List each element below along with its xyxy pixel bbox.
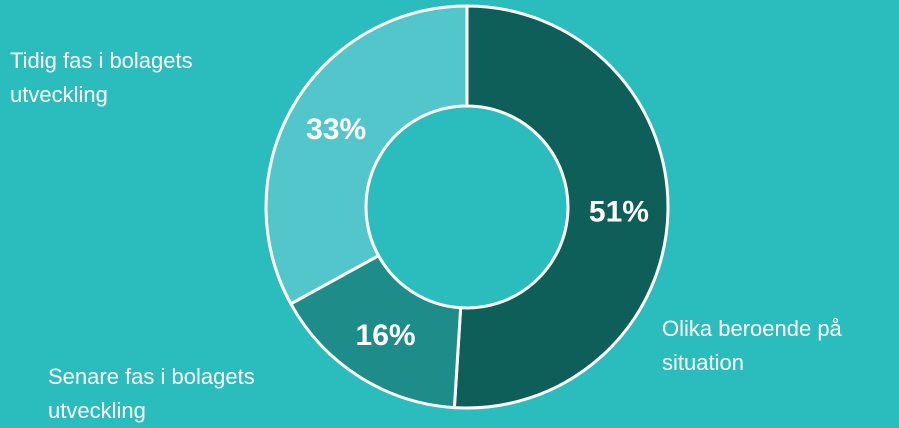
category-label-line: Olika beroende på [662, 316, 842, 341]
donut-slice-tidig-fas [264, 4, 469, 306]
percent-label-tidig-fas: 33% [306, 113, 366, 146]
category-label-line: Tidig fas i bolagets [10, 48, 193, 73]
donut-slices [264, 4, 670, 410]
category-label-line: utveckling [10, 82, 108, 107]
category-label-senare-fas: Senare fas i bolagets utveckling [48, 360, 255, 428]
donut-slice-senare-fas [288, 253, 463, 410]
percent-label-senare-fas: 16% [356, 319, 416, 352]
donut-slice-olika [452, 4, 670, 410]
category-label-olika: Olika beroende på situation [662, 312, 842, 380]
category-label-tidig-fas: Tidig fas i bolagets utveckling [10, 44, 193, 112]
percent-labels: 51% 16% 33% [306, 113, 649, 352]
category-label-line: situation [662, 350, 744, 375]
category-label-line: utveckling [48, 398, 146, 423]
category-label-line: Senare fas i bolagets [48, 364, 255, 389]
percent-label-olika: 51% [589, 195, 649, 228]
